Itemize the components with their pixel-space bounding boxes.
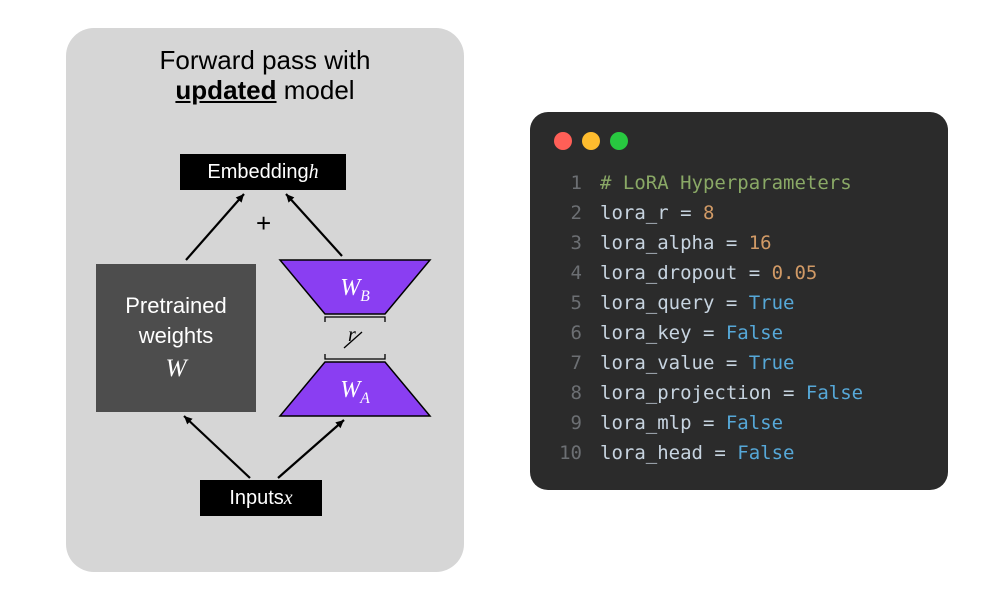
code-token-ident: lora_projection <box>600 382 772 404</box>
code-line: 9 lora_mlp = False <box>548 412 863 442</box>
line-number: 8 <box>548 382 582 404</box>
close-dot-icon <box>554 132 572 150</box>
traffic-lights <box>554 132 628 150</box>
code-line: 10 lora_head = False <box>548 442 863 472</box>
code-token-num: 16 <box>749 232 772 254</box>
code-token-bool: False <box>737 442 794 464</box>
code-token-op: = <box>772 382 806 404</box>
code-line: 6 lora_key = False <box>548 322 863 352</box>
code-token-bool: True <box>749 292 795 314</box>
arrow-line <box>186 194 244 260</box>
arrow-line <box>286 194 342 256</box>
code-token-bool: True <box>749 352 795 374</box>
code-token-ident: lora_head <box>600 442 703 464</box>
code-token-num: 0.05 <box>772 262 818 284</box>
code-token-ident: lora_alpha <box>600 232 714 254</box>
line-number: 6 <box>548 322 582 344</box>
line-number: 9 <box>548 412 582 434</box>
code-token-op: = <box>714 292 748 314</box>
code-token-bool: False <box>726 412 783 434</box>
arrow-line <box>278 420 344 478</box>
code-line: 3 lora_alpha = 16 <box>548 232 863 262</box>
minimize-dot-icon <box>582 132 600 150</box>
code-line: 1 # LoRA Hyperparameters <box>548 172 863 202</box>
code-token-op: = <box>703 442 737 464</box>
inputs-text: Inputs <box>229 487 283 510</box>
code-token-op: = <box>669 202 703 224</box>
code-token-op: = <box>714 232 748 254</box>
code-token-op: = <box>714 352 748 374</box>
code-token-bool: False <box>806 382 863 404</box>
code-token-comment: # LoRA Hyperparameters <box>600 172 852 194</box>
code-token-ident: lora_key <box>600 322 692 344</box>
code-line: 8 lora_projection = False <box>548 382 863 412</box>
code-token-ident: lora_query <box>600 292 714 314</box>
code-token-ident: lora_dropout <box>600 262 737 284</box>
code-line: 5 lora_query = True <box>548 292 863 322</box>
line-number: 4 <box>548 262 582 284</box>
line-number: 2 <box>548 202 582 224</box>
code-token-ident: lora_value <box>600 352 714 374</box>
line-number: 7 <box>548 352 582 374</box>
r-bracket-top <box>325 317 385 322</box>
code-token-op: = <box>692 322 726 344</box>
code-token-ident: lora_mlp <box>600 412 692 434</box>
zoom-dot-icon <box>610 132 628 150</box>
r-bracket-bot <box>325 354 385 359</box>
code-line: 2 lora_r = 8 <box>548 202 863 232</box>
line-number: 5 <box>548 292 582 314</box>
code-token-num: 8 <box>703 202 714 224</box>
code-token-op: = <box>737 262 771 284</box>
code-token-bool: False <box>726 322 783 344</box>
line-number: 10 <box>548 442 582 464</box>
r-label: r <box>348 324 356 347</box>
inputs-label: Inputs x <box>200 480 322 516</box>
code-line: 7 lora_value = True <box>548 352 863 382</box>
figure-root: Forward pass with updated model Embeddin… <box>0 0 1002 592</box>
code-block: 1 # LoRA Hyperparameters 2 lora_r = 8 3 lora_… <box>548 172 863 472</box>
inputs-var: x <box>284 487 293 510</box>
line-number: 1 <box>548 172 582 194</box>
line-number: 3 <box>548 232 582 254</box>
code-token-op: = <box>692 412 726 434</box>
code-line: 4 lora_dropout = 0.05 <box>548 262 863 292</box>
code-token-ident: lora_r <box>600 202 669 224</box>
arrow-line <box>184 416 250 478</box>
